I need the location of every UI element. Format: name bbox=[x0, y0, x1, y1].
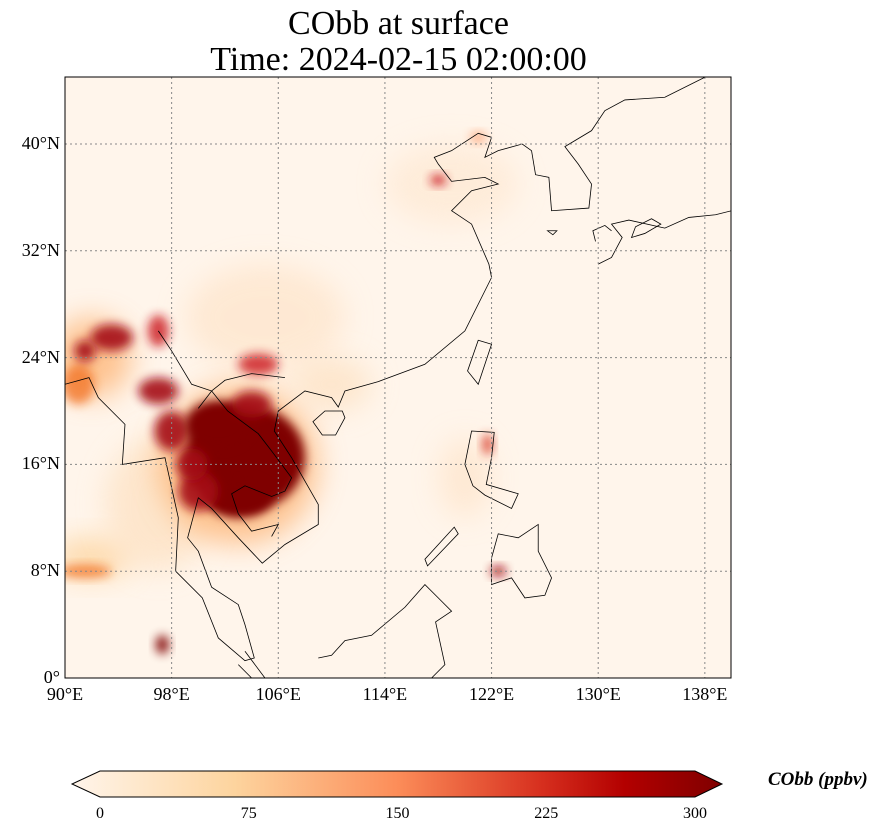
cobb-plume bbox=[231, 390, 272, 418]
lon-tick-label: 130°E bbox=[575, 684, 621, 704]
cobb-plume bbox=[204, 477, 272, 518]
colorbar-tick-label: 75 bbox=[240, 805, 257, 822]
coast-hainan bbox=[312, 410, 346, 436]
coast-visayas-mindanao bbox=[491, 523, 552, 599]
colorbar-tick-label: 225 bbox=[534, 805, 559, 822]
cobb-plume bbox=[430, 174, 447, 186]
coast-mainland bbox=[65, 77, 706, 662]
cobb-plume bbox=[155, 635, 169, 654]
lat-tick-label: 24°N bbox=[21, 346, 60, 367]
colorbar bbox=[70, 770, 724, 798]
cobb-plume bbox=[238, 353, 279, 375]
cobb-plume bbox=[184, 264, 345, 371]
cobb-plume bbox=[65, 564, 112, 578]
cobb-plume bbox=[438, 437, 492, 518]
map-frame bbox=[64, 76, 732, 679]
cobb-field bbox=[65, 131, 519, 654]
colorbar-tick-label: 150 bbox=[385, 805, 410, 822]
cobb-plume bbox=[90, 324, 133, 351]
lon-tick-label: 98°E bbox=[153, 684, 190, 704]
coast-taiwan bbox=[467, 339, 493, 386]
colorbar-bar bbox=[70, 770, 724, 798]
colorbar-tick-label: 0 bbox=[96, 805, 104, 822]
lat-tick-label: 40°N bbox=[21, 133, 60, 153]
cobb-plume bbox=[138, 377, 179, 405]
coast-shikoku bbox=[630, 218, 662, 239]
cobb-plume bbox=[74, 340, 96, 362]
coast-sumatra bbox=[238, 651, 266, 678]
coast-luzon bbox=[464, 430, 519, 509]
gridlines bbox=[65, 77, 731, 678]
map-title: CObb at surface bbox=[288, 5, 509, 42]
colorbar-label: CObb (ppbv) bbox=[768, 769, 868, 790]
coastlines bbox=[65, 77, 731, 678]
cobb-plume bbox=[178, 471, 219, 512]
coast-borneo bbox=[318, 583, 453, 678]
coast-jeju bbox=[546, 230, 558, 236]
map-time: Time: 2024-02-15 02:00:00 bbox=[210, 41, 587, 78]
cobb-plume bbox=[291, 357, 372, 411]
lon-tick-label: 122°E bbox=[468, 684, 515, 704]
colorbar-tick-label: 300 bbox=[683, 805, 707, 822]
cobb-plume bbox=[384, 144, 519, 225]
coast-palawan bbox=[424, 526, 459, 567]
lat-tick-label: 0° bbox=[43, 667, 60, 687]
lon-tick-label: 138°E bbox=[682, 684, 728, 704]
cobb-plume bbox=[490, 565, 507, 577]
lon-tick-label: 114°E bbox=[362, 684, 408, 704]
coast-japan bbox=[598, 210, 731, 265]
lon-tick-label: 106°E bbox=[255, 684, 301, 704]
lat-tick-label: 8°N bbox=[30, 560, 60, 581]
cobb-plume bbox=[154, 411, 189, 452]
cobb-plume bbox=[482, 433, 493, 456]
lat-tick-label: 16°N bbox=[21, 453, 60, 474]
cobb-plume bbox=[184, 400, 252, 449]
lat-tick-label: 32°N bbox=[21, 239, 60, 260]
cobb-plume bbox=[65, 364, 95, 405]
coast-kyushu bbox=[592, 224, 612, 242]
lon-tick-label: 90°E bbox=[46, 684, 84, 704]
